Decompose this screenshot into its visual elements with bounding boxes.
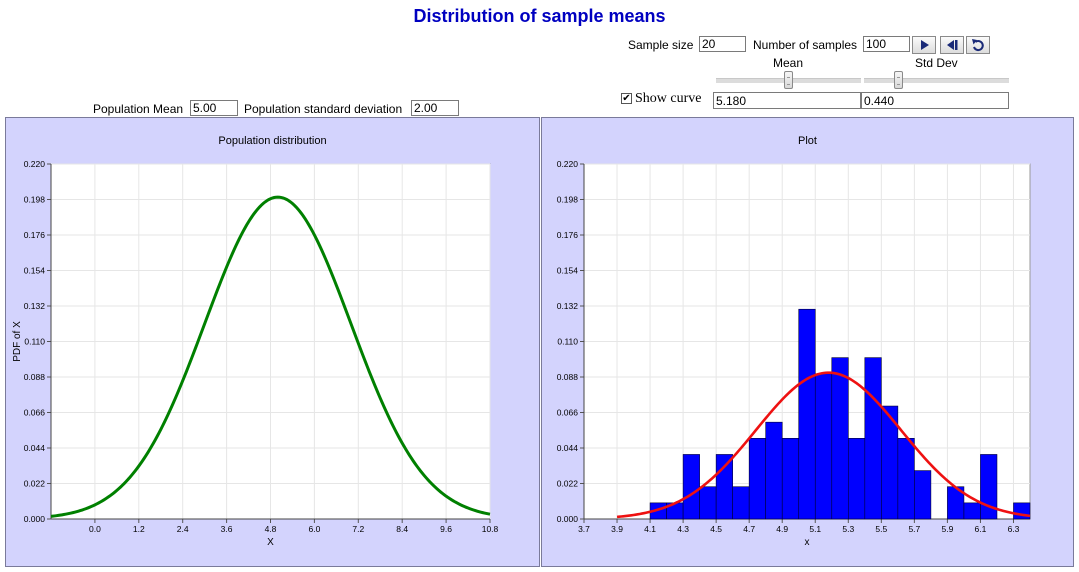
x-tick-label: 4.5 — [710, 524, 722, 534]
pop-sd-input[interactable] — [411, 100, 459, 116]
y-tick-label: 0.088 — [24, 372, 46, 382]
y-tick-label: 0.154 — [557, 266, 579, 276]
play-button[interactable] — [912, 36, 936, 54]
y-tick-label: 0.066 — [24, 408, 46, 418]
x-tick-label: 8.4 — [396, 524, 408, 534]
pop-mean-input[interactable] — [190, 100, 238, 116]
std-dev-label: Std Dev — [915, 56, 958, 70]
x-tick-label: 7.2 — [352, 524, 364, 534]
x-tick-label: 2.4 — [177, 524, 189, 534]
population-chart-title: Population distribution — [218, 135, 327, 147]
y-tick-label: 0.198 — [557, 195, 579, 205]
histogram-bar — [914, 470, 932, 520]
plot-panel: Plot 0.000 0.022 0.044 0.066 0.088 0.110 0.132… — [541, 117, 1074, 567]
histogram-bar — [748, 438, 767, 520]
histogram-bar — [814, 373, 833, 520]
y-tick-label: 0.220 — [24, 159, 46, 169]
y-tick-label: 0.132 — [24, 301, 46, 311]
histogram-bar — [781, 438, 800, 520]
x-tick-label: 3.6 — [221, 524, 233, 534]
std-slider-thumb[interactable] — [894, 71, 904, 89]
x-tick-label: 4.3 — [677, 524, 689, 534]
y-tick-label: 0.110 — [24, 337, 45, 347]
y-tick-label: 0.176 — [557, 230, 579, 240]
reset-button[interactable] — [966, 36, 990, 54]
y-tick-label: 0.220 — [557, 159, 579, 169]
histogram-bar — [980, 454, 998, 520]
x-tick-label: 10.8 — [482, 524, 499, 534]
x-tick-label: 5.1 — [809, 524, 821, 534]
plot-chart-title: Plot — [798, 135, 817, 147]
step-icon — [947, 40, 958, 50]
x-tick-label: 3.7 — [578, 524, 590, 534]
x-tick-label: 4.8 — [265, 524, 277, 534]
population-panel: Population distribution 0.000 0.022 0.044 0… — [5, 117, 540, 567]
x-tick-label: 1.2 — [133, 524, 145, 534]
x-tick-label: 5.9 — [941, 524, 953, 534]
x-tick-label: 5.5 — [875, 524, 887, 534]
x-tick-label: 4.9 — [776, 524, 788, 534]
num-samples-input[interactable] — [863, 36, 910, 52]
sample-size-label: Sample size — [628, 38, 694, 52]
y-tick-label: 0.000 — [24, 514, 46, 524]
y-tick-label: 0.000 — [557, 514, 579, 524]
std-value-field[interactable] — [861, 92, 1009, 109]
y-tick-label: 0.022 — [557, 479, 579, 489]
x-tick-label: 6.0 — [308, 524, 320, 534]
mean-slider-thumb[interactable] — [784, 71, 793, 89]
std-slider-track[interactable] — [864, 78, 1009, 83]
num-samples-label: Number of samples — [753, 38, 858, 52]
histogram-bar — [864, 357, 882, 520]
plot-chart: 0.000 0.022 0.044 0.066 0.088 0.110 0.132 0.154… — [557, 159, 1031, 548]
histogram-bar — [715, 454, 733, 520]
pdf-curve — [50, 195, 491, 518]
histogram-bar — [682, 454, 700, 520]
fitted-normal-curve — [616, 371, 1031, 519]
y-tick-label: 0.022 — [24, 479, 46, 489]
x-tick-label: 6.3 — [1008, 524, 1020, 534]
x-axis-label: X — [267, 537, 274, 548]
histogram-bar — [765, 421, 783, 520]
sample-size-input[interactable] — [699, 36, 746, 52]
show-curve-label: Show curve — [635, 91, 702, 106]
y-tick-label: 0.110 — [557, 337, 578, 347]
y-tick-label: 0.176 — [24, 230, 46, 240]
mean-value-field[interactable] — [713, 92, 861, 109]
y-tick-label: 0.066 — [557, 408, 579, 418]
show-curve-checkbox[interactable]: ✔ — [621, 93, 632, 104]
y-tick-label: 0.132 — [557, 301, 579, 311]
mean-label: Mean — [773, 56, 804, 70]
histogram-bar — [847, 438, 866, 520]
reset-icon — [972, 39, 984, 52]
y-tick-label: 0.154 — [24, 266, 46, 276]
histogram-bar — [897, 438, 915, 520]
histogram-bar — [963, 502, 981, 520]
histogram-bar — [732, 486, 750, 520]
y-tick-label: 0.088 — [557, 372, 579, 382]
x-tick-label: 6.1 — [975, 524, 987, 534]
y-tick-label: 0.198 — [24, 195, 46, 205]
histogram-bar — [831, 357, 849, 520]
checkmark-icon: ✔ — [622, 93, 631, 104]
pop-sd-label: Population standard deviation — [244, 102, 403, 116]
x-tick-label: 9.6 — [440, 524, 452, 534]
y-tick-label: 0.044 — [557, 443, 579, 453]
play-icon — [921, 40, 929, 50]
population-chart: 0.000 0.022 0.044 0.066 0.088 0.110 0.132 0.154… — [12, 159, 499, 548]
x-axis-label: x — [805, 537, 810, 548]
x-tick-label: 5.3 — [842, 524, 854, 534]
x-tick-label: 3.9 — [611, 524, 623, 534]
pop-mean-label: Population Mean — [93, 102, 184, 116]
x-tick-label: 0.0 — [89, 524, 101, 534]
x-tick-label: 4.7 — [743, 524, 755, 534]
x-tick-label: 4.1 — [644, 524, 656, 534]
histogram-bar — [798, 308, 816, 520]
y-axis-label: PDF of X — [12, 321, 23, 362]
page-title: Distribution of sample means — [413, 6, 666, 26]
histogram-bar — [699, 486, 717, 520]
x-tick-label: 5.7 — [908, 524, 920, 534]
step-button[interactable] — [940, 36, 964, 54]
y-tick-label: 0.044 — [24, 443, 46, 453]
